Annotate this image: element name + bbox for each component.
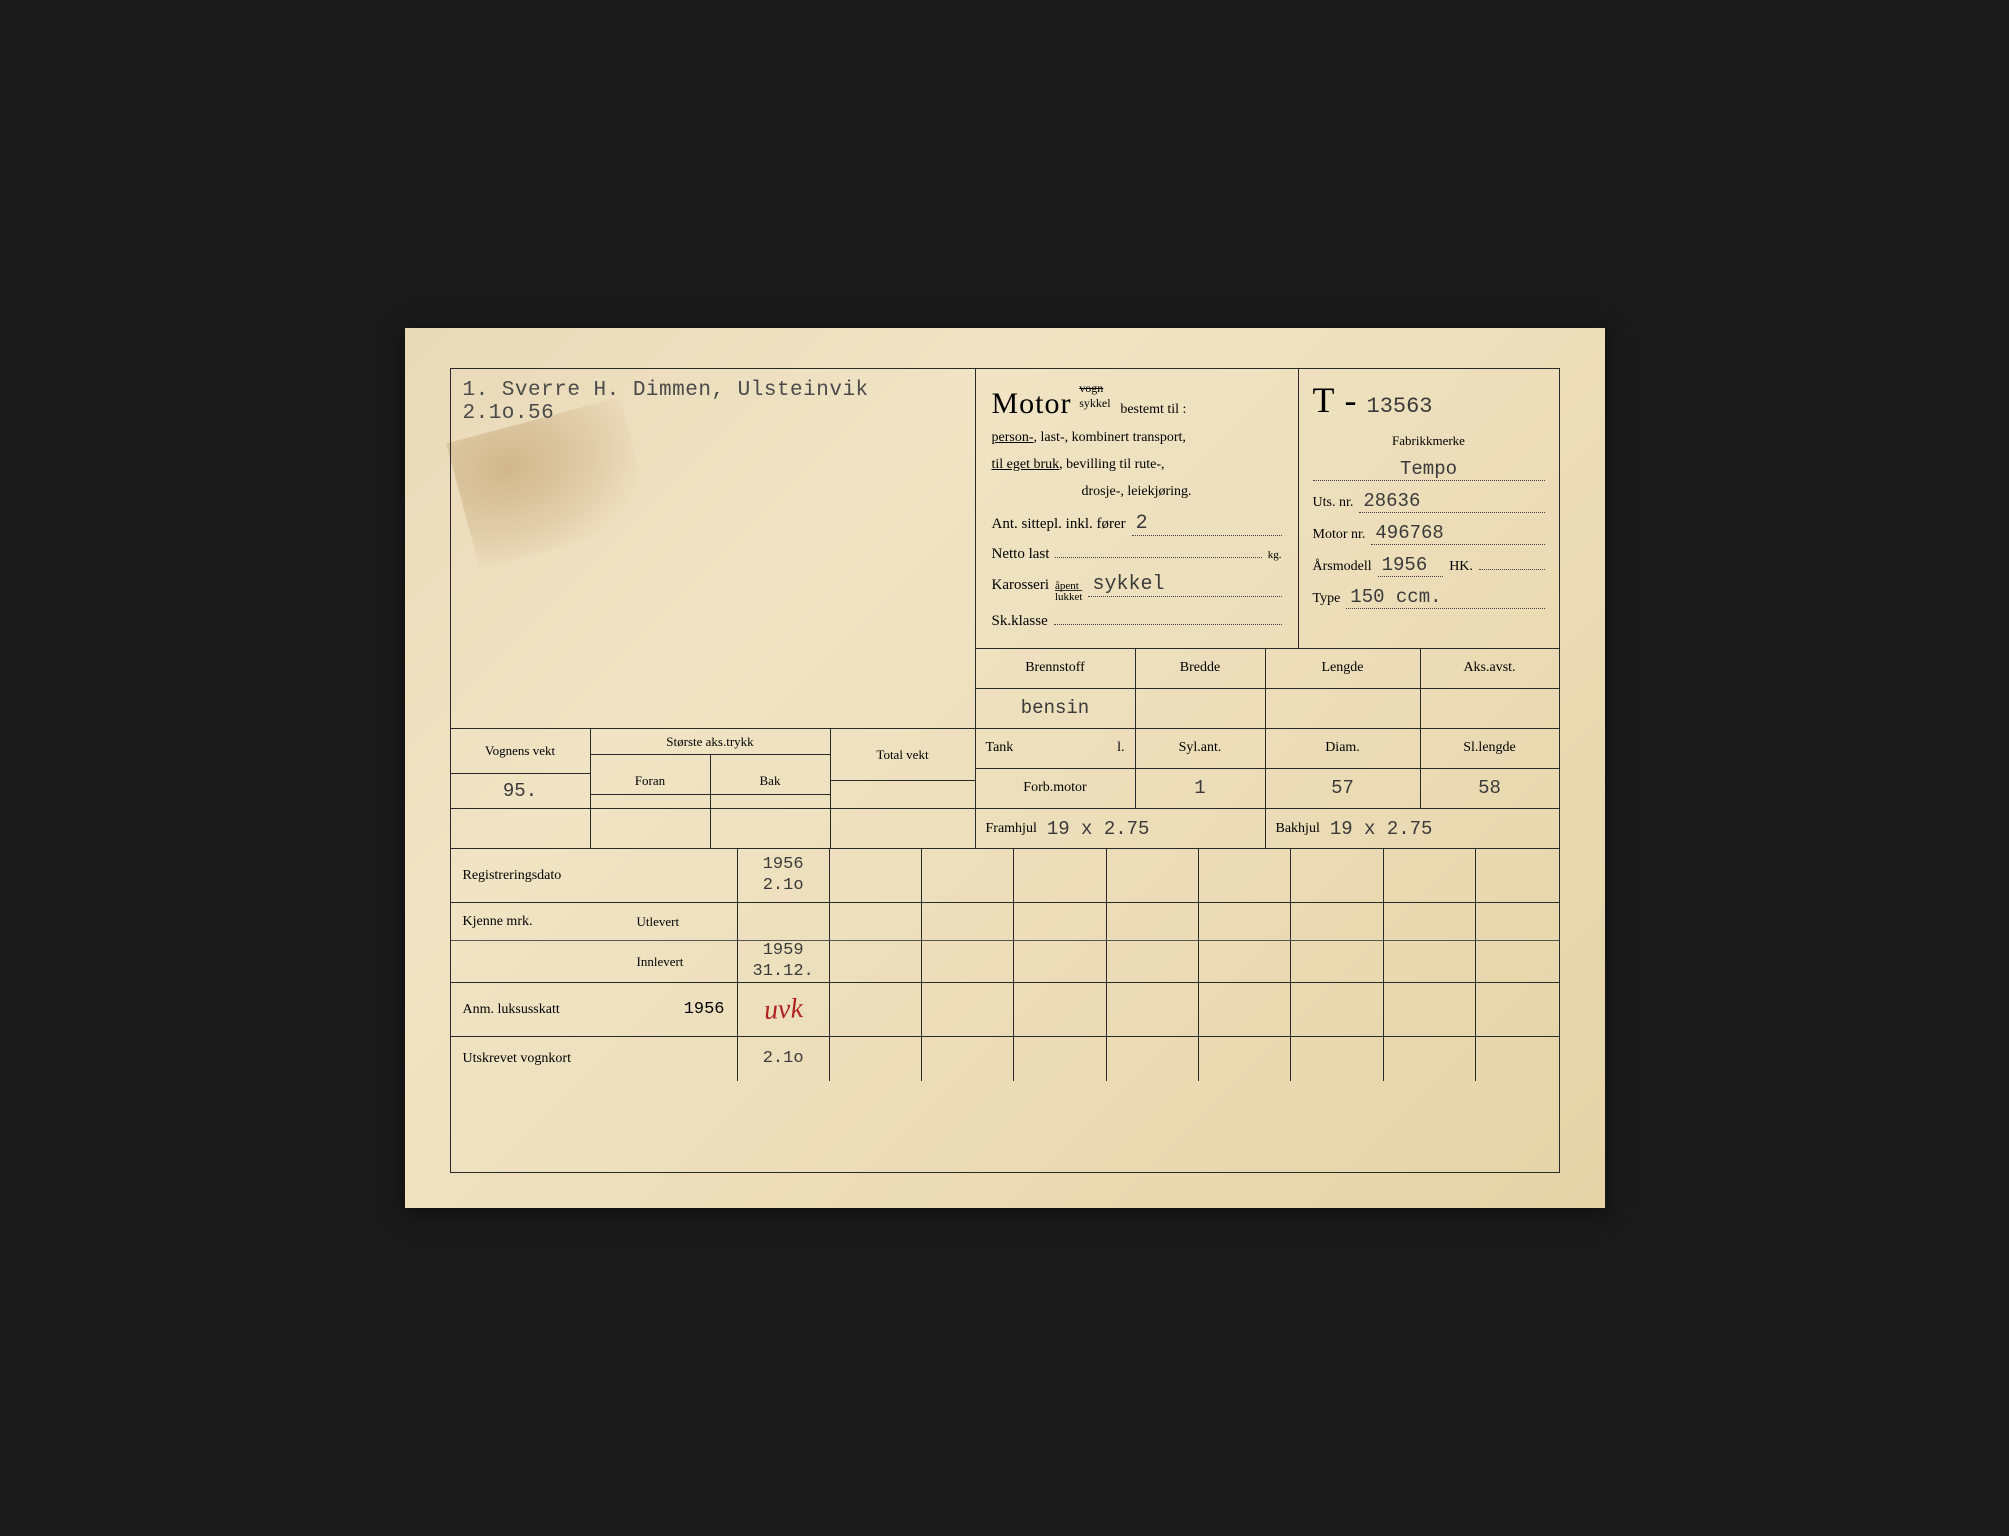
card-border: 1. Sverre H. Dimmen, Ulsteinvik 2.1o.56 … bbox=[450, 368, 1560, 1173]
vognens-vekt-cell: Vognens vekt 95. bbox=[451, 729, 591, 808]
motor-heading: Motor vogn sykkel bestemt til : bbox=[992, 381, 1282, 421]
bottom-grid: Registreringsdato 1956 2.1o Kjenne mrk. … bbox=[451, 849, 1559, 1081]
innlevert-cell: 1959 31.12. bbox=[737, 941, 829, 982]
sllengde-value: 58 bbox=[1421, 769, 1559, 809]
uts-nr-field: Uts. nr. 28636 bbox=[1313, 490, 1545, 513]
motor-section: Motor vogn sykkel bestemt til : person-,… bbox=[976, 369, 1299, 648]
top-row: 1. Sverre H. Dimmen, Ulsteinvik 2.1o.56 … bbox=[451, 369, 1559, 729]
sllengde-label: Sl.lengde bbox=[1421, 729, 1559, 768]
desc-line-2: til eget bruk, bevilling til rute-, bbox=[992, 454, 1282, 475]
owner-line: 1. Sverre H. Dimmen, Ulsteinvik 2.1o.56 bbox=[463, 379, 963, 425]
diam-label: Diam. bbox=[1266, 729, 1421, 768]
ant-sittepl-field: Ant. sittepl. inkl. fører 2 bbox=[992, 512, 1282, 536]
netto-last-field: Netto last kg. bbox=[992, 546, 1282, 563]
fabrikkmerke-value: Tempo bbox=[1313, 458, 1545, 481]
aksavst-label: Aks.avst. bbox=[1421, 649, 1559, 688]
reg-date-cell: 1956 2.1o bbox=[737, 849, 829, 902]
framhjul-cell: Framhjul 19 x 2.75 bbox=[976, 809, 1266, 848]
forbmotor-label: Forb.motor bbox=[976, 769, 1136, 809]
spec-labels-row-1: Brennstoff Bredde Lengde Aks.avst. bbox=[976, 649, 1559, 689]
brennstoff-label: Brennstoff bbox=[976, 649, 1136, 688]
utskrevet-cell: 2.1o bbox=[737, 1037, 829, 1081]
tank-label: Tank l. bbox=[976, 729, 1136, 768]
bestemt-text: bestemt til : bbox=[1120, 402, 1186, 417]
weight-spec-row: Vognens vekt 95. Største aks.trykk Foran… bbox=[451, 729, 1559, 809]
spec-values-row-1: bensin bbox=[976, 689, 1559, 729]
bak-cell: Bak bbox=[711, 755, 830, 808]
bakhjul-cell: Bakhjul 19 x 2.75 bbox=[1266, 809, 1559, 848]
bredde-value bbox=[1136, 689, 1266, 729]
brennstoff-value: bensin bbox=[976, 689, 1136, 729]
kjenne-row: Kjenne mrk. Utlevert Innlevert 1959 31.1… bbox=[451, 903, 1559, 983]
utskrevet-row: Utskrevet vognkort 2.1o bbox=[451, 1037, 1559, 1081]
bredde-label: Bredde bbox=[1136, 649, 1266, 688]
fabrikkmerke-label: Fabrikkmerke bbox=[1313, 433, 1545, 449]
motor-title: Motor bbox=[992, 387, 1072, 420]
aks-trykk-cell: Største aks.trykk Foran Bak bbox=[591, 729, 831, 808]
spec-block-2: Tank l. Syl.ant. Diam. Sl.lengde Forb.mo… bbox=[976, 729, 1559, 808]
spec-labels-row-2: Tank l. Syl.ant. Diam. Sl.lengde bbox=[976, 729, 1559, 769]
sylant-label: Syl.ant. bbox=[1136, 729, 1266, 768]
skklasse-field: Sk.klasse bbox=[992, 613, 1282, 630]
motor-nr-field: Motor nr. 496768 bbox=[1313, 522, 1545, 545]
type-field: Type 150 ccm. bbox=[1313, 586, 1545, 609]
right-column: Motor vogn sykkel bestemt til : person-,… bbox=[976, 369, 1559, 728]
diam-value: 57 bbox=[1266, 769, 1421, 809]
registration-card: 1. Sverre H. Dimmen, Ulsteinvik 2.1o.56 … bbox=[405, 328, 1605, 1208]
desc-line-3: drosje-, leiekjøring. bbox=[992, 481, 1282, 502]
arsmodell-field: Årsmodell 1956 HK. bbox=[1313, 554, 1545, 577]
desc-line-1: person-, last-, kombinert transport, bbox=[992, 427, 1282, 448]
lengde-value bbox=[1266, 689, 1421, 729]
spec-values-row-2: Forb.motor 1 57 58 bbox=[976, 769, 1559, 809]
total-vekt-cell: Total vekt bbox=[831, 729, 976, 808]
anm-row: Anm. luksusskatt 1956 uvk bbox=[451, 983, 1559, 1037]
reg-row: Registreringsdato 1956 2.1o bbox=[451, 849, 1559, 903]
wheel-row: Framhjul 19 x 2.75 Bakhjul 19 x 2.75 bbox=[451, 809, 1559, 849]
sylant-value: 1 bbox=[1136, 769, 1266, 809]
foran-cell: Foran bbox=[591, 755, 711, 808]
karosseri-field: Karosseri åpent lukket sykkel bbox=[992, 573, 1282, 603]
plate-number: T - 13563 bbox=[1313, 379, 1545, 421]
motor-plate-row: Motor vogn sykkel bestemt til : person-,… bbox=[976, 369, 1559, 649]
plate-section: T - 13563 Fabrikkmerke Tempo Uts. nr. 28… bbox=[1299, 369, 1559, 648]
aksavst-value bbox=[1421, 689, 1559, 729]
owner-box: 1. Sverre H. Dimmen, Ulsteinvik 2.1o.56 bbox=[451, 369, 976, 728]
sykkel-text: sykkel bbox=[1079, 396, 1110, 410]
lengde-label: Lengde bbox=[1266, 649, 1421, 688]
anm-mark-cell: uvk bbox=[737, 983, 829, 1036]
vogn-struck: vogn bbox=[1079, 381, 1103, 395]
